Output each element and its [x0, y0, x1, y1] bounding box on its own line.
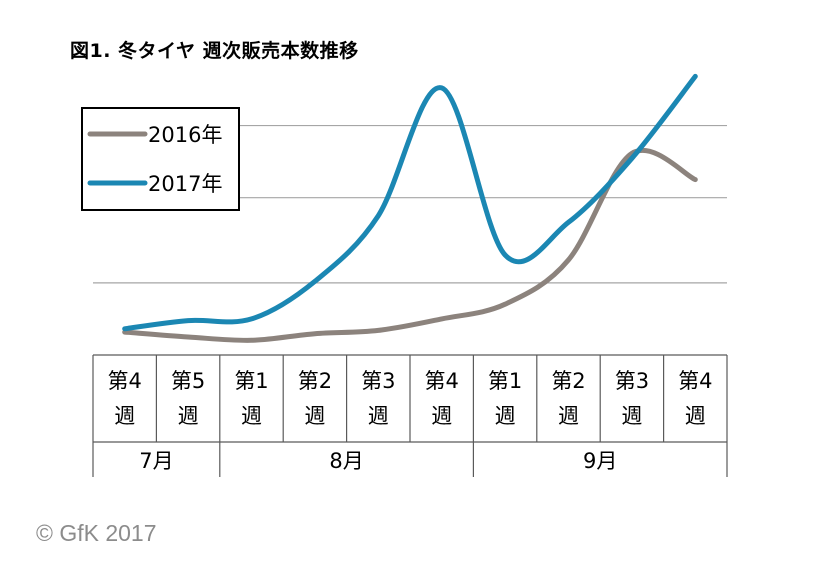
- week-tick-label: 週: [621, 404, 642, 428]
- week-tick-label: 第3: [361, 369, 395, 393]
- legend-label-1: 2016年: [148, 123, 222, 147]
- week-tick-label: 週: [495, 404, 516, 428]
- series-line-2: [122, 73, 698, 332]
- copyright-credit: © GfK 2017: [36, 520, 157, 546]
- week-tick-label: 第3: [615, 369, 649, 393]
- month-label: 8月: [329, 449, 363, 473]
- week-tick-label: 第4: [678, 369, 712, 393]
- legend-box: [81, 107, 240, 211]
- legend: 2016年 2017年: [81, 107, 240, 211]
- week-tick-label: 第2: [298, 369, 332, 393]
- month-label: 9月: [583, 449, 617, 473]
- week-tick-label: 週: [178, 404, 199, 428]
- week-tick-label: 第1: [488, 369, 522, 393]
- month-label: 7月: [139, 449, 173, 473]
- week-tick-label: 第4: [425, 369, 459, 393]
- week-tick-label: 第1: [234, 369, 268, 393]
- week-tick-label: 週: [368, 404, 389, 428]
- legend-label-2: 2017年: [148, 172, 222, 196]
- week-tick-label: 週: [114, 404, 135, 428]
- week-tick-label: 第5: [171, 369, 205, 393]
- week-tick-label: 第4: [108, 369, 142, 393]
- week-tick-label: 週: [685, 404, 706, 428]
- week-tick-label: 週: [241, 404, 262, 428]
- chart-title: 図1. 冬タイヤ 週次販売本数推移: [70, 40, 359, 62]
- series-layer: [122, 73, 698, 343]
- week-tick-label: 週: [431, 404, 452, 428]
- week-tick-label: 週: [558, 404, 579, 428]
- week-tick-label: 週: [304, 404, 325, 428]
- week-tick-label: 第2: [551, 369, 585, 393]
